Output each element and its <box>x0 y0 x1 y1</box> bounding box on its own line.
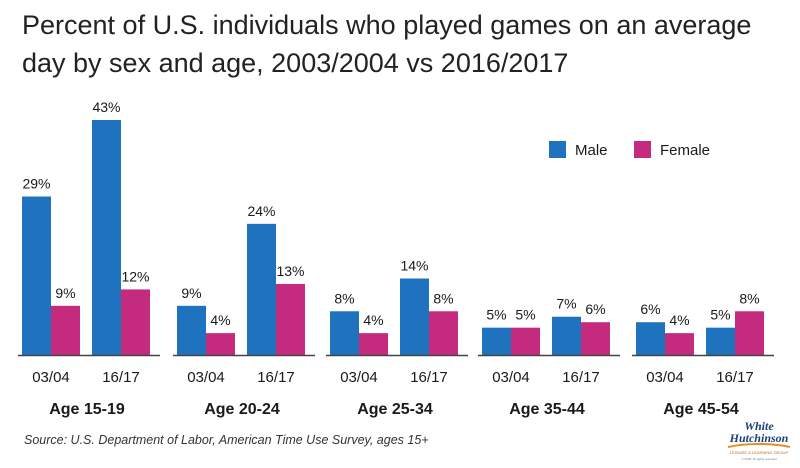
data-label: 6% <box>640 301 660 317</box>
period-tick-label: 03/04 <box>646 369 684 386</box>
legend-swatch-female <box>634 141 651 158</box>
logo-small: © 2018, All rights reserved <box>741 457 777 461</box>
period-tick-label: 16/17 <box>102 369 140 386</box>
legend-label-male: Male <box>575 142 608 159</box>
white-hutchinson-logo: White Hutchinson LEISURE & LEARNING GROU… <box>727 419 791 461</box>
bars-layer <box>22 120 764 355</box>
data-label: 8% <box>433 290 453 306</box>
bar-male-age-45-54-16-17 <box>706 327 735 355</box>
logo-line1: White <box>744 419 774 433</box>
bar-male-age-35-44-03-04 <box>482 327 511 355</box>
period-tick-label: 16/17 <box>257 369 295 386</box>
period-tick-label: 16/17 <box>562 369 600 386</box>
group-label: Age 25-34 <box>357 401 433 418</box>
data-label: 24% <box>247 203 275 219</box>
bar-female-age-25-34-16-17 <box>429 311 458 355</box>
bar-male-age-20-24-16-17 <box>247 223 276 355</box>
data-label: 29% <box>22 176 50 192</box>
labels-layer: 29% 9% 03/04 43% 12% 16/17 Age 15-19 9% 4% 03/04 2… <box>22 99 759 418</box>
bar-female-age-15-19-03-04 <box>51 305 80 355</box>
bar-female-age-15-19-16-17 <box>121 289 150 355</box>
period-tick-label: 03/04 <box>492 369 530 386</box>
bar-male-age-25-34-03-04 <box>330 311 359 355</box>
data-label: 12% <box>121 268 149 284</box>
group-label: Age 45-54 <box>663 401 739 418</box>
bar-male-age-15-19-03-04 <box>22 196 51 355</box>
bar-female-age-35-44-16-17 <box>581 322 610 355</box>
legend-swatch-male <box>549 141 566 158</box>
bar-male-age-45-54-03-04 <box>636 322 665 355</box>
bar-male-age-35-44-16-17 <box>552 316 581 355</box>
data-label: 4% <box>669 312 689 328</box>
legend: Male Female <box>549 141 710 159</box>
logo-tagline: LEISURE & LEARNING GROUP <box>730 450 789 455</box>
period-tick-label: 03/04 <box>187 369 225 386</box>
bar-male-age-15-19-16-17 <box>92 120 121 355</box>
chart-title: Percent of U.S. individuals who played g… <box>22 10 752 78</box>
data-label: 7% <box>556 296 576 312</box>
legend-label-female: Female <box>660 142 710 159</box>
data-label: 4% <box>363 312 383 328</box>
data-label: 5% <box>515 307 535 323</box>
period-tick-label: 03/04 <box>340 369 378 386</box>
data-label: 6% <box>585 301 605 317</box>
period-tick-label: 16/17 <box>716 369 754 386</box>
data-label: 9% <box>181 285 201 301</box>
bar-male-age-25-34-16-17 <box>400 278 429 355</box>
bar-female-age-35-44-03-04 <box>511 327 540 355</box>
bar-female-age-20-24-03-04 <box>206 333 235 355</box>
group-label: Age 20-24 <box>204 401 280 418</box>
data-label: 4% <box>210 312 230 328</box>
data-label: 43% <box>92 99 120 115</box>
data-label: 9% <box>55 285 75 301</box>
group-label: Age 35-44 <box>509 401 585 418</box>
data-label: 13% <box>276 263 304 279</box>
data-label: 5% <box>486 307 506 323</box>
bar-female-age-25-34-03-04 <box>359 333 388 355</box>
data-label: 8% <box>334 290 354 306</box>
bar-female-age-20-24-16-17 <box>276 283 305 355</box>
data-label: 14% <box>400 257 428 273</box>
data-label: 8% <box>739 290 759 306</box>
bar-female-age-45-54-16-17 <box>735 311 764 355</box>
logo-line2: Hutchinson <box>729 431 789 445</box>
source-note: Source: U.S. Department of Labor, Americ… <box>24 433 429 447</box>
data-label: 5% <box>710 307 730 323</box>
bar-female-age-45-54-03-04 <box>665 333 694 355</box>
bar-male-age-20-24-03-04 <box>177 305 206 355</box>
period-tick-label: 16/17 <box>410 369 448 386</box>
group-label: Age 15-19 <box>49 401 125 418</box>
period-tick-label: 03/04 <box>32 369 70 386</box>
